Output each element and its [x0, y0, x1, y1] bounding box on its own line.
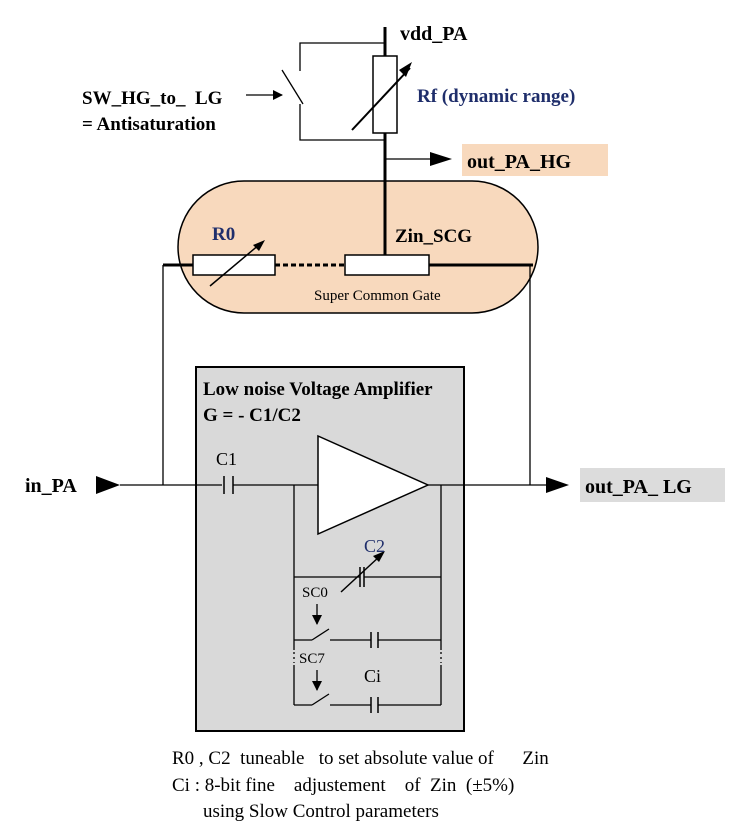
lna-block [195, 366, 465, 732]
in-pa-label: in_PA [25, 475, 77, 497]
ci-label: Ci [364, 666, 381, 686]
c2-capacitor [340, 551, 385, 593]
lna-gain: G = - C1/C2 [203, 405, 301, 426]
c1-capacitor [223, 476, 318, 494]
out-hg-label: out_PA_HG [467, 151, 572, 173]
output-wiring [428, 477, 569, 493]
r0-resistor [192, 240, 276, 287]
lna-title: Low noise Voltage Amplifier [203, 379, 433, 400]
out-lg-label: out_PA_ LG [585, 476, 692, 498]
amplifier-triangle [317, 434, 430, 536]
r0-label: R0 [212, 224, 235, 245]
zin-resistor [344, 254, 430, 276]
c1-label: C1 [216, 449, 237, 469]
note-line1: R0 , C2 tuneable to set absolute value o… [172, 748, 549, 769]
ci-capacitors [370, 632, 379, 713]
vdd-label: vdd_PA [400, 23, 468, 45]
switch-label-line1: SW_HG_to_ LG [82, 88, 223, 109]
out-hg-label-bg [462, 144, 608, 176]
note-line2: Ci : 8-bit fine adjustement of Zin (±5%) [172, 775, 514, 796]
rf-label: Rf (dynamic range) [417, 86, 575, 107]
zin-label: Zin_SCG [395, 226, 472, 247]
out-hg-arrow [385, 152, 452, 166]
sc7-switch [311, 670, 330, 706]
switch-label-line2: = Antisaturation [82, 114, 216, 135]
rf-resistor [351, 55, 412, 134]
sc7-label: SC7 [299, 651, 325, 667]
antisaturation-switch [246, 42, 385, 141]
sc0-switch [311, 604, 330, 641]
feedback-network [293, 485, 442, 706]
input-wiring [96, 265, 531, 494]
sc0-label: SC0 [302, 585, 328, 601]
c2-label: C2 [364, 536, 385, 556]
scg-label: Super Common Gate [314, 288, 441, 304]
out-lg-label-bg [580, 468, 725, 502]
super-common-gate-block [177, 180, 539, 314]
note-line3: using Slow Control parameters [203, 801, 439, 822]
